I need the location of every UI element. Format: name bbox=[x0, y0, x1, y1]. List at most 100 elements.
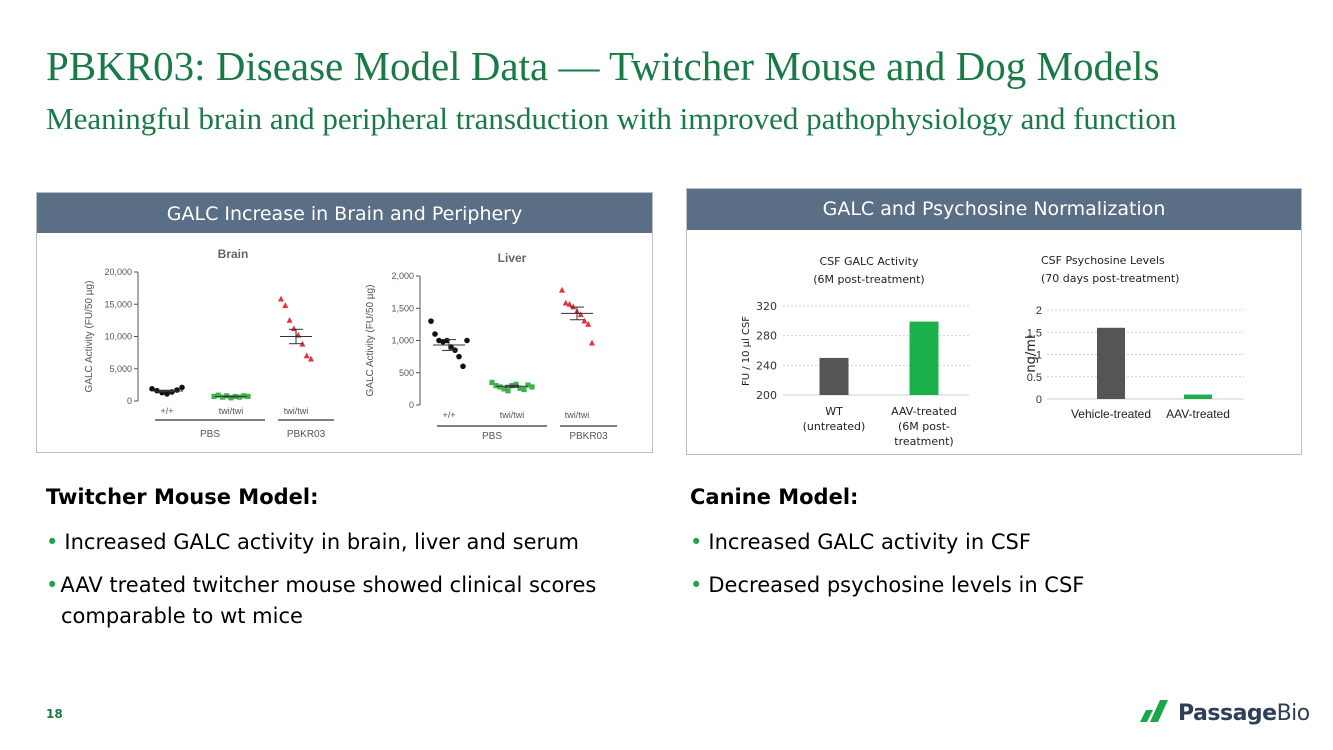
mouse-bullet-1: • Increased GALC activity in brain, liver… bbox=[46, 530, 579, 554]
data-point-circle bbox=[179, 384, 185, 391]
galc-increase-panel: GALC Increase in Brain and Periphery Bra… bbox=[36, 192, 653, 453]
galc-psychosine-panel-header: GALC and Psychosine Normalization bbox=[687, 189, 1301, 230]
bar bbox=[1184, 394, 1212, 399]
data-point-triangle bbox=[566, 300, 573, 307]
y-axis-label: GALC Activity (FU/50 µg) bbox=[365, 285, 376, 397]
mouse-bullet-2: •AAV treated twitcher mouse showed clini… bbox=[46, 573, 597, 628]
mouse-model-heading: Twitcher Mouse Model: bbox=[46, 485, 319, 509]
data-point-triangle bbox=[585, 320, 592, 327]
group-label: PBKR03 bbox=[569, 431, 608, 442]
y-tick-label: 20,000 bbox=[104, 267, 132, 277]
x-category-label: +/+ bbox=[442, 410, 455, 420]
page-subtitle: Meaningful brain and peripheral transduc… bbox=[46, 101, 1177, 136]
chart-title-line: CSF Psychosine Levels bbox=[1041, 254, 1165, 267]
y-tick-label: 0 bbox=[1036, 394, 1042, 406]
logo-name-part2: Bio bbox=[1276, 701, 1311, 726]
galc-increase-panel-header: GALC Increase in Brain and Periphery bbox=[37, 193, 652, 233]
canine-model-heading: Canine Model: bbox=[690, 485, 859, 509]
group-label: PBKR03 bbox=[287, 429, 326, 440]
data-point-circle bbox=[164, 391, 170, 397]
x-category-label: twi/twi bbox=[500, 410, 525, 420]
data-point-circle bbox=[432, 331, 438, 337]
y-axis-label: ng/ml bbox=[1024, 335, 1039, 372]
canine-bullet-2: • Decreased psychosine levels in CSF bbox=[690, 573, 1085, 597]
data-point-square bbox=[505, 388, 511, 394]
data-point-square bbox=[215, 392, 221, 398]
canine-bullet-1: • Increased GALC activity in CSF bbox=[690, 530, 1031, 554]
x-category-label: AAV-treated bbox=[1166, 407, 1230, 421]
y-tick-label: 5,000 bbox=[109, 364, 132, 374]
data-point-square bbox=[241, 393, 247, 399]
chart-title-line: (70 days post-treatment) bbox=[1041, 272, 1179, 285]
data-point-triangle bbox=[308, 355, 314, 362]
data-point-square bbox=[489, 379, 495, 386]
x-category-label: treatment) bbox=[894, 435, 953, 448]
data-point-triangle bbox=[282, 302, 289, 308]
y-tick-label: 10,000 bbox=[104, 332, 132, 342]
data-point-square bbox=[245, 393, 251, 400]
data-point-triangle bbox=[581, 317, 588, 324]
data-point-square bbox=[493, 383, 499, 389]
passage-bio-logo-icon bbox=[1140, 700, 1168, 722]
x-category-label: AAV-treated bbox=[891, 405, 957, 418]
y-tick-label: 500 bbox=[399, 368, 414, 378]
group-label: PBS bbox=[482, 431, 502, 442]
x-category-label: (6M post- bbox=[898, 420, 950, 433]
x-category-label: (untreated) bbox=[803, 420, 866, 433]
y-tick-label: 1 bbox=[1036, 350, 1042, 362]
data-point-triangle bbox=[562, 299, 569, 306]
bar bbox=[819, 357, 849, 395]
group-label: PBS bbox=[200, 429, 220, 440]
y-axis-label: GALC Activity (FU/50 µg) bbox=[84, 281, 95, 393]
data-point-triangle bbox=[278, 295, 284, 302]
data-point-triangle bbox=[577, 311, 584, 318]
x-category-label: Vehicle-treated bbox=[1071, 407, 1151, 421]
y-tick-label: 0 bbox=[409, 400, 414, 410]
y-tick-label: 1,000 bbox=[391, 336, 414, 346]
y-tick-label: 2,000 bbox=[391, 271, 414, 281]
y-tick-label: 280 bbox=[756, 330, 777, 343]
y-axis-label: FU / 10 µl CSF bbox=[741, 316, 752, 386]
y-tick-label: 0 bbox=[127, 396, 132, 406]
y-tick-label: 240 bbox=[756, 359, 777, 372]
galc-psychosine-panel: GALC and Psychosine Normalization CSF GA… bbox=[686, 188, 1302, 455]
canine-bullet-2-text: Decreased psychosine levels in CSF bbox=[708, 573, 1085, 597]
csf-bar-charts: CSF GALC Activity (6M post-treatment) 200 2… bbox=[741, 254, 1244, 448]
y-tick-label: 2 bbox=[1036, 305, 1042, 317]
y-tick-label: 320 bbox=[756, 300, 777, 313]
data-point-circle bbox=[428, 318, 434, 324]
data-point-circle bbox=[174, 387, 180, 393]
passage-bio-logo: PassageBio bbox=[1178, 701, 1310, 726]
data-point-triangle bbox=[286, 316, 293, 323]
data-point-circle bbox=[460, 363, 466, 370]
data-point-square bbox=[525, 382, 531, 388]
data-point-square bbox=[228, 395, 234, 401]
bar bbox=[1097, 327, 1125, 399]
data-point-triangle bbox=[559, 286, 565, 293]
chart-title: Brain bbox=[218, 247, 249, 261]
mouse-bullet-1-text: Increased GALC activity in brain, liver … bbox=[64, 530, 579, 554]
x-category-label: twi/twi bbox=[219, 406, 244, 416]
y-tick-label: 0.5 bbox=[1027, 372, 1042, 384]
y-tick-label: 15,000 bbox=[104, 299, 132, 309]
brain-liver-scatter-charts: Brain 0 5,000 10,000 15,000 20,000 GALC Activi… bbox=[84, 247, 617, 442]
x-category-label: twi/twi bbox=[284, 406, 309, 416]
data-point-square bbox=[497, 384, 503, 390]
logo-name-part1: Passage bbox=[1178, 701, 1277, 726]
page-title: PBKR03: Disease Model Data — Twitcher Mo… bbox=[46, 43, 1160, 89]
chart-title-line: (6M post-treatment) bbox=[813, 273, 924, 286]
x-category-label: WT bbox=[825, 405, 843, 418]
data-point-square bbox=[517, 385, 523, 391]
x-category-label: +/+ bbox=[160, 406, 173, 416]
data-point-square bbox=[219, 394, 226, 400]
y-tick-label: 200 bbox=[756, 389, 777, 402]
data-point-circle bbox=[448, 344, 454, 350]
data-point-square bbox=[529, 384, 535, 390]
data-point-square bbox=[211, 393, 217, 400]
data-point-square bbox=[513, 381, 519, 387]
x-category-label: twi/twi bbox=[565, 410, 590, 420]
data-point-circle bbox=[149, 385, 155, 392]
page-number: 18 bbox=[46, 707, 63, 721]
data-point-triangle bbox=[303, 352, 310, 359]
data-point-triangle bbox=[589, 339, 595, 346]
